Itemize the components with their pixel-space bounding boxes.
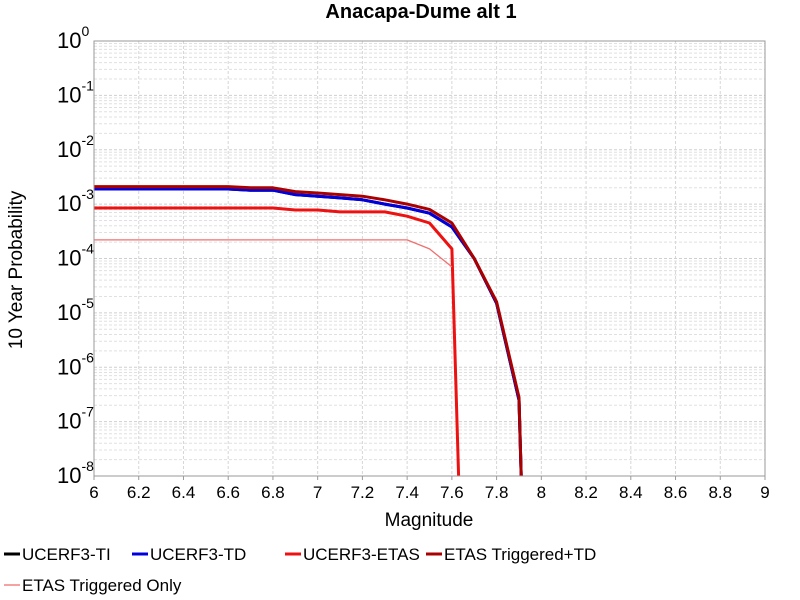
y-tick-label: 10-5 <box>57 295 94 325</box>
legend-label: UCERF3-TD <box>150 545 246 564</box>
x-axis-label: Magnitude <box>385 510 474 531</box>
legend-label: ETAS Triggered Only <box>22 576 182 595</box>
y-tick-label: 10-4 <box>57 241 94 271</box>
y-tick-label: 10-1 <box>57 77 94 107</box>
legend: UCERF3-TI UCERF3-TD UCERF3-ETAS ETAS Trigge… <box>4 545 596 595</box>
x-tick-label: 7.6 <box>440 483 464 502</box>
x-tick-label: 6 <box>89 483 98 502</box>
x-tick-label: 7.2 <box>351 483 375 502</box>
x-tick-label: 8.4 <box>619 483 643 502</box>
y-tick-label: 100 <box>57 23 89 53</box>
series-line <box>94 206 461 477</box>
legend-label: UCERF3-ETAS <box>303 545 420 564</box>
x-tick-label: 8 <box>537 483 546 502</box>
x-tick-label: 8.2 <box>574 483 598 502</box>
plot-border <box>93 40 766 477</box>
grid <box>94 41 765 477</box>
x-tick-label: 6.2 <box>127 483 151 502</box>
x-tick-label: 6.6 <box>216 483 240 502</box>
x-tick-label: 7 <box>313 483 322 502</box>
y-axis-label: 10 Year Probability <box>6 190 27 349</box>
x-tick-label: 8.6 <box>664 483 688 502</box>
y-tick-label: 10-3 <box>57 186 94 216</box>
chart-title: Anacapa-Dume alt 1 <box>325 1 516 23</box>
x-tick-label: 7.8 <box>485 483 509 502</box>
x-ticks: 6 6.2 6.4 6.6 6.8 7 7.2 7.4 7.6 7.8 8 8.2 8.4 8.6 8.8 9 <box>89 476 770 502</box>
x-tick-label: 6.4 <box>172 483 196 502</box>
y-ticks: 100 10-1 10-2 10-3 10-4 10-5 10-6 10-7 10-8 <box>57 23 94 488</box>
y-tick-label: 10-2 <box>57 132 94 162</box>
x-tick-label: 6.8 <box>261 483 285 502</box>
x-tick-label: 7.4 <box>395 483 419 502</box>
legend-label: ETAS Triggered+TD <box>444 545 596 564</box>
x-tick-label: 9 <box>760 483 769 502</box>
plot-lines <box>94 185 523 477</box>
x-tick-label: 8.8 <box>708 483 732 502</box>
series-line <box>94 185 523 477</box>
y-tick-label: 10-8 <box>57 458 94 488</box>
y-tick-label: 10-7 <box>57 404 94 434</box>
y-tick-label: 10-6 <box>57 349 94 379</box>
series-line <box>94 239 453 268</box>
legend-label: UCERF3-TI <box>22 545 111 564</box>
